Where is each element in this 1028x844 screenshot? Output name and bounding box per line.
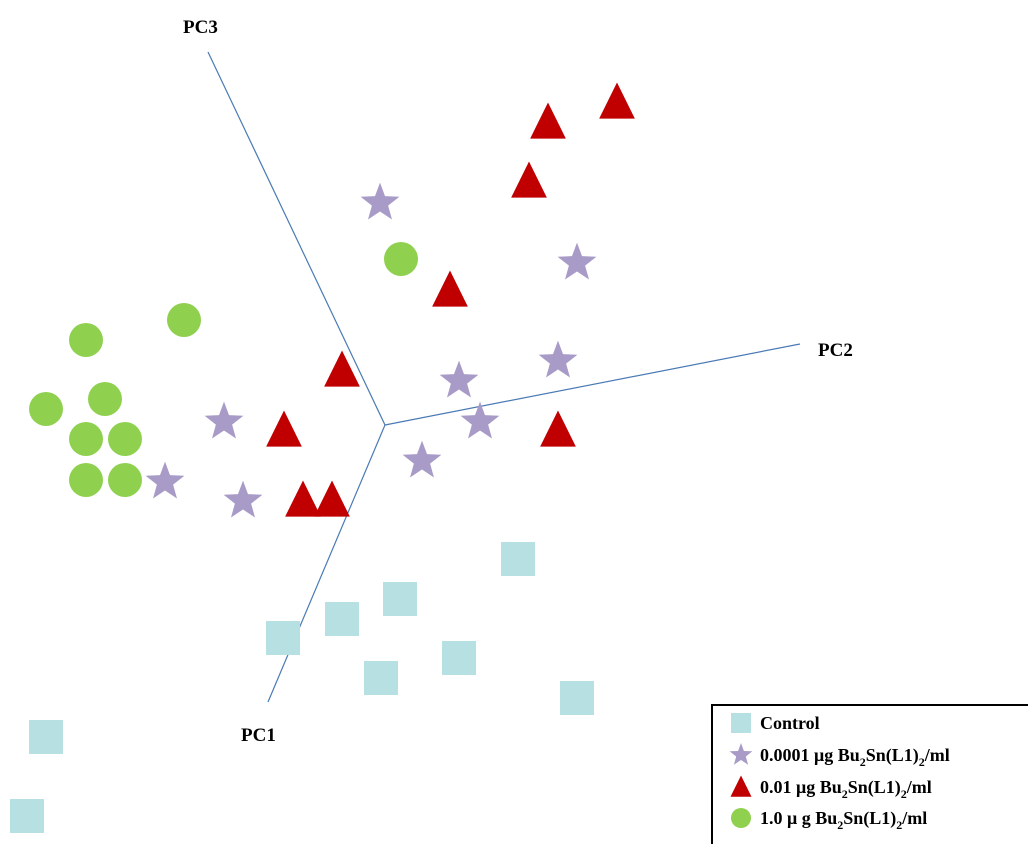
- point-circle-3-1: [167, 303, 201, 337]
- point-triangle-2-2: [511, 161, 547, 198]
- legend-item-3: 1.0 μ g Bu2Sn(L1)2/ml: [731, 808, 927, 832]
- point-triangle-2-1: [530, 102, 566, 139]
- point-square-0-4: [442, 641, 476, 675]
- data-points: [10, 82, 635, 833]
- point-triangle-2-8: [314, 480, 350, 517]
- point-square-0-5: [364, 661, 398, 695]
- legend-items: Control 0.0001 μg Bu2Sn(L1)2/ml 0.01 μg Bu…: [729, 713, 950, 832]
- point-square-0-7: [29, 720, 63, 754]
- point-circle-3-8: [108, 463, 142, 497]
- point-circle-3-2: [69, 323, 103, 357]
- point-star-1-0: [360, 182, 400, 220]
- legend-label: Control: [760, 713, 820, 733]
- point-circle-3-6: [108, 422, 142, 456]
- point-circle-3-0: [384, 242, 418, 276]
- point-star-1-4: [204, 401, 244, 439]
- point-square-0-2: [325, 602, 359, 636]
- point-triangle-2-0: [599, 82, 635, 119]
- point-star-1-6: [402, 440, 442, 478]
- pc1-axis-label: PC1: [241, 725, 276, 746]
- point-star-1-8: [223, 480, 263, 518]
- point-square-0-6: [560, 681, 594, 715]
- point-square-0-1: [383, 582, 417, 616]
- legend-box: [711, 704, 1028, 844]
- legend-label: 0.01 μg Bu2Sn(L1)2/ml: [760, 777, 932, 801]
- point-circle-3-4: [29, 392, 63, 426]
- point-star-1-5: [460, 401, 500, 439]
- legend-marker-circle: [731, 808, 751, 828]
- legend-marker-star: [729, 743, 753, 765]
- point-star-1-7: [145, 461, 185, 499]
- legend-marker-triangle: [730, 775, 752, 797]
- point-star-1-3: [439, 360, 479, 398]
- point-triangle-2-4: [324, 350, 360, 387]
- point-triangle-2-7: [285, 480, 321, 517]
- legend: Control 0.0001 μg Bu2Sn(L1)2/ml 0.01 μg Bu…: [711, 704, 1028, 844]
- axes: PC3 PC2 PC1: [183, 17, 853, 746]
- point-square-0-8: [10, 799, 44, 833]
- point-star-1-1: [557, 242, 597, 280]
- point-circle-3-5: [69, 422, 103, 456]
- point-triangle-2-6: [540, 410, 576, 447]
- pc2-axis-line: [384, 343, 801, 426]
- point-square-0-3: [266, 621, 300, 655]
- point-circle-3-7: [69, 463, 103, 497]
- pc3-axis-label: PC3: [183, 17, 218, 38]
- point-star-1-2: [538, 340, 578, 378]
- point-triangle-2-5: [266, 410, 302, 447]
- legend-item-2: 0.01 μg Bu2Sn(L1)2/ml: [730, 775, 932, 801]
- point-square-0-0: [501, 542, 535, 576]
- point-circle-3-3: [88, 382, 122, 416]
- legend-item-0: Control: [731, 713, 820, 733]
- pc2-axis-label: PC2: [818, 340, 853, 361]
- legend-label: 0.0001 μg Bu2Sn(L1)2/ml: [760, 745, 950, 769]
- legend-marker-square: [731, 713, 751, 733]
- pc3-axis-line: [207, 51, 386, 426]
- pc1-axis-line: [267, 424, 386, 703]
- legend-item-1: 0.0001 μg Bu2Sn(L1)2/ml: [729, 743, 950, 769]
- legend-label: 1.0 μ g Bu2Sn(L1)2/ml: [760, 808, 927, 832]
- point-triangle-2-3: [432, 270, 468, 307]
